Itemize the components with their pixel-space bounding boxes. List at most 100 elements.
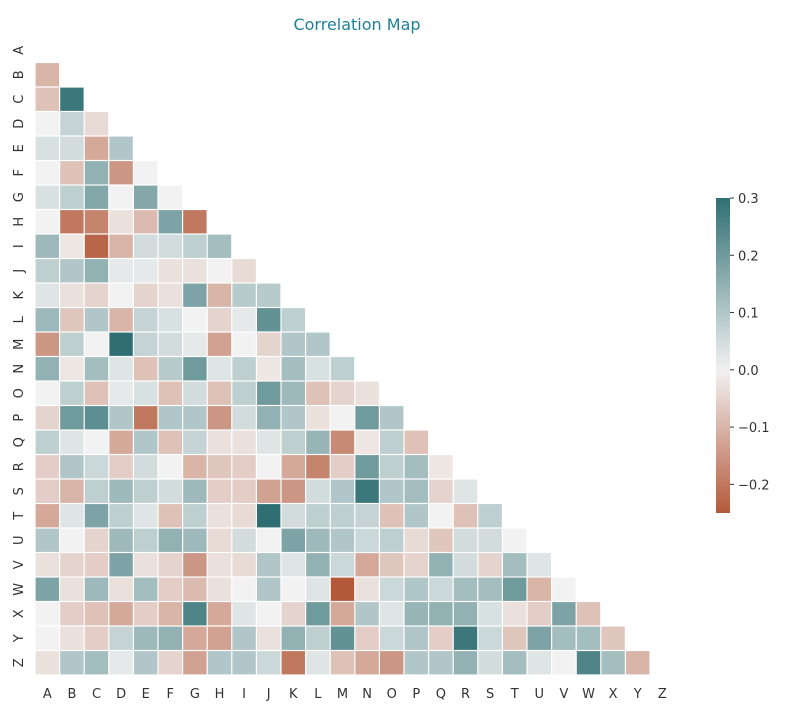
cell-V-P [404,553,428,577]
x-tick-label: T [510,687,519,702]
cell-S-M [330,479,355,503]
cell-O-C [84,381,109,405]
cell-L-F [158,308,182,332]
cell-E-D [109,136,133,160]
cell-R-A [35,455,59,479]
cell-K-H [207,283,232,307]
colorbar-tick-label: 0.1 [738,307,759,322]
cell-S-I [232,479,256,503]
x-tick-label: E [142,687,150,702]
cell-X-C [84,602,109,626]
cell-R-I [232,455,256,479]
x-tick-label: L [314,687,322,702]
cell-T-P [404,504,428,528]
cell-O-K [281,381,305,405]
y-tick-label: L [12,315,27,323]
cell-W-H [207,577,232,601]
cell-M-I [232,332,256,356]
cell-J-C [84,259,109,283]
y-tick-label: Y [12,634,27,643]
cell-V-D [109,553,133,577]
cell-W-P [404,577,428,601]
y-tick-label: E [12,144,27,152]
cell-T-A [35,504,59,528]
cell-W-D [109,577,133,601]
cell-H-G [183,210,207,234]
cell-U-K [281,528,305,552]
cell-F-B [60,161,84,185]
y-tick-label: P [12,414,27,422]
cell-O-L [306,381,330,405]
cell-R-G [183,455,207,479]
cell-U-Q [429,528,453,552]
cell-S-A [35,479,59,503]
cell-X-S [478,602,502,626]
cell-H-F [158,210,182,234]
cell-R-Q [429,455,453,479]
cell-V-B [60,553,84,577]
cell-R-J [257,455,281,479]
x-tick-label: O [387,687,397,702]
cell-M-B [60,332,84,356]
chart-title: Correlation Map [293,15,420,34]
y-tick-label: J [12,269,27,274]
cell-H-B [60,210,84,234]
cell-T-C [84,504,109,528]
cell-Q-O [380,430,404,454]
cell-Q-M [330,430,355,454]
cell-Y-W [576,626,601,650]
x-tick-label: P [412,687,420,702]
cell-M-J [257,332,281,356]
cell-Y-O [380,626,404,650]
colorbar: 0.3 0.2 0.1 0.0 −0.1 −0.2 [716,192,770,513]
cell-T-H [207,504,232,528]
cell-P-A [35,406,59,430]
cell-Q-H [207,430,232,454]
cell-I-D [109,234,133,258]
cell-P-G [183,406,207,430]
x-tick-label: Y [633,687,642,702]
cell-I-B [60,234,84,258]
cell-N-M [330,357,355,381]
cell-K-F [158,283,182,307]
cell-W-B [60,577,84,601]
cell-U-O [380,528,404,552]
cell-Y-F [158,626,182,650]
cell-Y-J [257,626,281,650]
cell-K-J [257,283,281,307]
cell-L-C [84,308,109,332]
cell-X-I [232,602,256,626]
cell-V-T [503,553,527,577]
cell-T-R [453,504,478,528]
cell-S-D [109,479,133,503]
cell-I-H [207,234,232,258]
cell-P-K [281,406,305,430]
cell-Q-P [404,430,428,454]
cell-O-G [183,381,207,405]
cell-V-A [35,553,59,577]
cell-U-C [84,528,109,552]
cell-Q-I [232,430,256,454]
cell-Y-B [60,626,84,650]
cell-W-L [306,577,330,601]
cell-W-C [84,577,109,601]
cell-Q-L [306,430,330,454]
y-tick-label: Z [12,658,27,667]
cell-L-B [60,308,84,332]
cell-V-G [183,553,207,577]
cell-T-E [134,504,158,528]
cell-S-B [60,479,84,503]
y-tick-label: G [12,192,27,202]
cell-N-L [306,357,330,381]
cell-X-U [527,602,551,626]
cell-P-C [84,406,109,430]
cell-X-P [404,602,428,626]
x-tick-label: Z [658,687,667,702]
cell-Z-O [380,651,404,675]
cell-R-K [281,455,305,479]
cell-N-D [109,357,133,381]
cell-T-D [109,504,133,528]
cell-U-N [355,528,379,552]
cell-Z-R [453,651,478,675]
x-tick-label: B [67,687,76,702]
